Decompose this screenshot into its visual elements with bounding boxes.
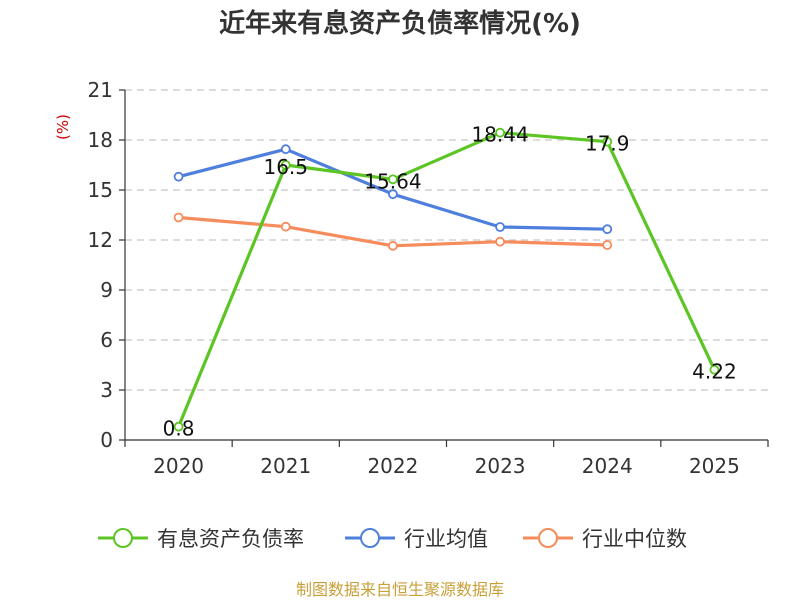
- data-label: 16.5: [263, 155, 308, 179]
- data-point: [280, 160, 291, 170]
- x-tick-label: 2024: [582, 454, 633, 478]
- grid-lines: [125, 89, 768, 391]
- series-line: [177, 131, 716, 428]
- data-label: 15.64: [364, 169, 421, 193]
- data-point: [495, 236, 505, 247]
- y-tick-label: 15: [88, 178, 113, 202]
- y-tick-label: 0: [100, 428, 113, 452]
- x-tick-label: 2023: [475, 454, 526, 478]
- data-label: 0.8: [163, 417, 195, 441]
- y-tick-label: 12: [88, 228, 113, 252]
- y-tick-label: 3: [100, 378, 113, 402]
- legend-label: 行业均值: [404, 527, 488, 551]
- data-point: [495, 127, 505, 138]
- chart-title: 近年来有息资产负债率情况(%): [219, 8, 581, 39]
- data-label: 17.9: [585, 132, 630, 156]
- data-point: [173, 421, 184, 432]
- legend-marker: [538, 528, 558, 548]
- data-point: [602, 240, 613, 250]
- legend-marker: [113, 528, 133, 548]
- data-point: [709, 364, 720, 375]
- data-point: [602, 136, 613, 147]
- y-tick-label: 6: [100, 328, 113, 352]
- data-point: [602, 224, 613, 235]
- data-point: [495, 222, 505, 232]
- series-lines: [173, 127, 720, 432]
- data-point: [388, 189, 398, 200]
- data-point: [173, 212, 184, 223]
- legend-marker: [360, 528, 380, 548]
- y-axis-unit: (%): [54, 114, 72, 140]
- legend-label: 有息资产负债率: [157, 527, 304, 551]
- data-label: 4.22: [692, 360, 737, 384]
- data-point: [388, 240, 398, 251]
- x-tick-label: 2020: [153, 454, 204, 478]
- data-point: [388, 174, 398, 185]
- source-note: 制图数据来自恒生聚源数据库: [296, 580, 504, 599]
- y-tick-label: 18: [88, 128, 113, 152]
- data-label: 18.44: [471, 123, 528, 147]
- data-point: [280, 221, 291, 232]
- legend: 有息资产负债率 行业均值 行业中位数: [98, 527, 687, 551]
- y-tick-label: 9: [100, 278, 113, 302]
- x-tick-label: 2022: [367, 454, 418, 478]
- y-tick-label: 21: [88, 78, 113, 102]
- data-labels: 0.8 16.5 15.64 18.44 17.9 4.22: [163, 123, 737, 441]
- x-tick-label: 2025: [689, 454, 740, 478]
- legend-label: 行业中位数: [582, 527, 687, 551]
- data-point: [173, 171, 184, 182]
- x-tick-label: 2021: [260, 454, 311, 478]
- axes: 0 3 6 9 12 15 18 21 2020 2021 2022 2023 2024 2025: [88, 78, 769, 478]
- data-point: [280, 144, 291, 155]
